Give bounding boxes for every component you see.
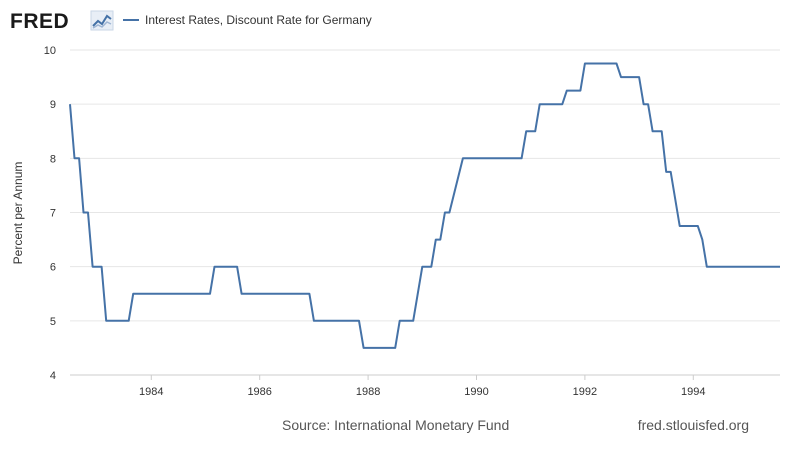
data-point[interactable] <box>307 291 312 296</box>
x-tick-label: 1992 <box>573 386 597 398</box>
y-axis-ticks: 4 5 6 7 8 9 10 <box>44 45 56 382</box>
data-point[interactable] <box>524 129 529 134</box>
data-point[interactable] <box>361 345 366 350</box>
data-point[interactable] <box>68 102 73 107</box>
x-tick-label: 1986 <box>247 386 271 398</box>
data-point[interactable] <box>646 102 651 107</box>
data-point[interactable] <box>81 210 86 215</box>
x-tick-label: 1990 <box>464 386 488 398</box>
data-point[interactable] <box>465 156 470 161</box>
y-tick-label: 5 <box>50 316 56 328</box>
data-point[interactable] <box>578 88 583 93</box>
data-point[interactable] <box>704 264 709 269</box>
data-point[interactable] <box>239 291 244 296</box>
data-point[interactable] <box>235 264 240 269</box>
data-point[interactable] <box>357 318 362 323</box>
data-point[interactable] <box>659 129 664 134</box>
source-note: Source: International Monetary Fund <box>282 417 509 433</box>
data-point[interactable] <box>447 210 452 215</box>
data-point[interactable] <box>397 318 402 323</box>
data-point[interactable] <box>533 129 538 134</box>
data-point[interactable] <box>677 224 682 229</box>
y-tick-label: 8 <box>50 153 56 165</box>
data-point[interactable] <box>560 102 565 107</box>
data-point[interactable] <box>86 210 91 215</box>
data-point[interactable] <box>619 75 624 80</box>
data-point[interactable] <box>778 264 783 269</box>
data-point[interactable] <box>564 88 569 93</box>
data-point[interactable] <box>131 291 136 296</box>
data-point[interactable] <box>614 61 619 66</box>
data-point[interactable] <box>90 264 95 269</box>
data-point[interactable] <box>460 156 465 161</box>
data-point[interactable] <box>537 102 542 107</box>
fred-logo-text: FRED <box>10 10 69 33</box>
data-point[interactable] <box>429 264 434 269</box>
data-point[interactable] <box>519 156 524 161</box>
data-point[interactable] <box>212 264 217 269</box>
data-point[interactable] <box>582 61 587 66</box>
x-tick-label: 1988 <box>356 386 380 398</box>
data-point[interactable] <box>695 224 700 229</box>
data-point[interactable] <box>126 318 131 323</box>
fred-logo[interactable]: FRED <box>10 10 114 33</box>
y-tick-label: 10 <box>44 45 56 57</box>
data-point[interactable] <box>637 75 642 80</box>
data-point[interactable] <box>650 129 655 134</box>
y-tick-label: 7 <box>50 208 56 220</box>
fred-chart-icon <box>90 10 114 31</box>
x-tick-label: 1984 <box>139 386 163 398</box>
data-point[interactable] <box>99 264 104 269</box>
series-group <box>68 61 783 350</box>
data-point[interactable] <box>664 169 669 174</box>
data-point[interactable] <box>393 345 398 350</box>
y-tick-label: 6 <box>50 262 56 274</box>
data-point[interactable] <box>72 156 77 161</box>
legend-label: Interest Rates, Discount Rate for German… <box>145 13 372 27</box>
data-point[interactable] <box>311 318 316 323</box>
x-tick-label: 1994 <box>681 386 705 398</box>
x-axis-ticks: 1984 1986 1988 1990 1992 1994 <box>139 375 706 398</box>
data-point[interactable] <box>438 237 443 242</box>
legend[interactable]: Interest Rates, Discount Rate for German… <box>123 13 372 27</box>
data-point[interactable] <box>668 169 673 174</box>
y-tick-label: 4 <box>50 370 56 382</box>
data-point[interactable] <box>641 102 646 107</box>
data-point[interactable] <box>207 291 212 296</box>
site-link[interactable]: fred.stlouisfed.org <box>638 417 749 433</box>
data-point[interactable] <box>411 318 416 323</box>
y-tick-label: 9 <box>50 99 56 111</box>
data-point[interactable] <box>442 210 447 215</box>
y-axis-title: Percent per Annum <box>11 162 25 265</box>
series-line-0[interactable] <box>69 62 780 349</box>
data-point[interactable] <box>420 264 425 269</box>
data-point[interactable] <box>77 156 82 161</box>
data-point[interactable] <box>433 237 438 242</box>
data-point[interactable] <box>700 237 705 242</box>
data-point[interactable] <box>104 318 109 323</box>
